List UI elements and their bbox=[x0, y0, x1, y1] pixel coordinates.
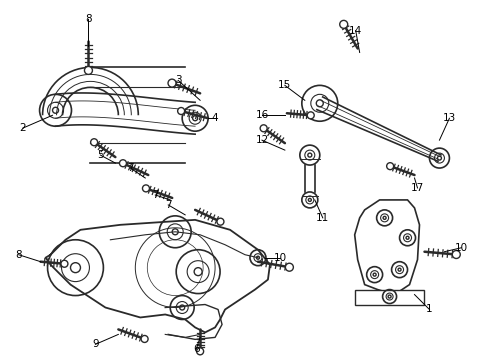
Polygon shape bbox=[354, 289, 424, 305]
Text: 7: 7 bbox=[127, 163, 133, 173]
Text: 1: 1 bbox=[425, 305, 432, 315]
Circle shape bbox=[141, 336, 148, 342]
Circle shape bbox=[142, 185, 149, 192]
Circle shape bbox=[196, 348, 203, 355]
Text: 11: 11 bbox=[316, 213, 329, 223]
Text: 8: 8 bbox=[85, 14, 92, 24]
Text: 10: 10 bbox=[273, 253, 286, 263]
Text: 7: 7 bbox=[152, 190, 158, 200]
Circle shape bbox=[339, 21, 347, 28]
Text: 17: 17 bbox=[410, 183, 423, 193]
Text: 5: 5 bbox=[97, 150, 103, 160]
Circle shape bbox=[285, 263, 293, 271]
Circle shape bbox=[61, 260, 68, 267]
Text: 6: 6 bbox=[192, 345, 199, 354]
Circle shape bbox=[306, 112, 314, 119]
Circle shape bbox=[177, 108, 184, 114]
Text: 8: 8 bbox=[15, 250, 22, 260]
Text: 2: 2 bbox=[20, 123, 26, 133]
Text: 12: 12 bbox=[255, 135, 268, 145]
Text: 7: 7 bbox=[164, 200, 171, 210]
Circle shape bbox=[260, 125, 266, 132]
Polygon shape bbox=[354, 200, 419, 294]
Circle shape bbox=[451, 251, 459, 258]
Text: 16: 16 bbox=[255, 110, 268, 120]
Circle shape bbox=[386, 163, 393, 170]
Text: 4: 4 bbox=[211, 113, 218, 123]
Text: 14: 14 bbox=[348, 26, 362, 36]
Text: 10: 10 bbox=[454, 243, 467, 253]
Text: 9: 9 bbox=[92, 339, 99, 349]
Circle shape bbox=[84, 67, 92, 75]
Circle shape bbox=[119, 160, 126, 167]
Text: 13: 13 bbox=[442, 113, 455, 123]
Circle shape bbox=[90, 139, 98, 146]
Circle shape bbox=[217, 218, 224, 225]
Text: 3: 3 bbox=[175, 75, 181, 85]
Circle shape bbox=[168, 79, 176, 87]
Text: 15: 15 bbox=[278, 80, 291, 90]
